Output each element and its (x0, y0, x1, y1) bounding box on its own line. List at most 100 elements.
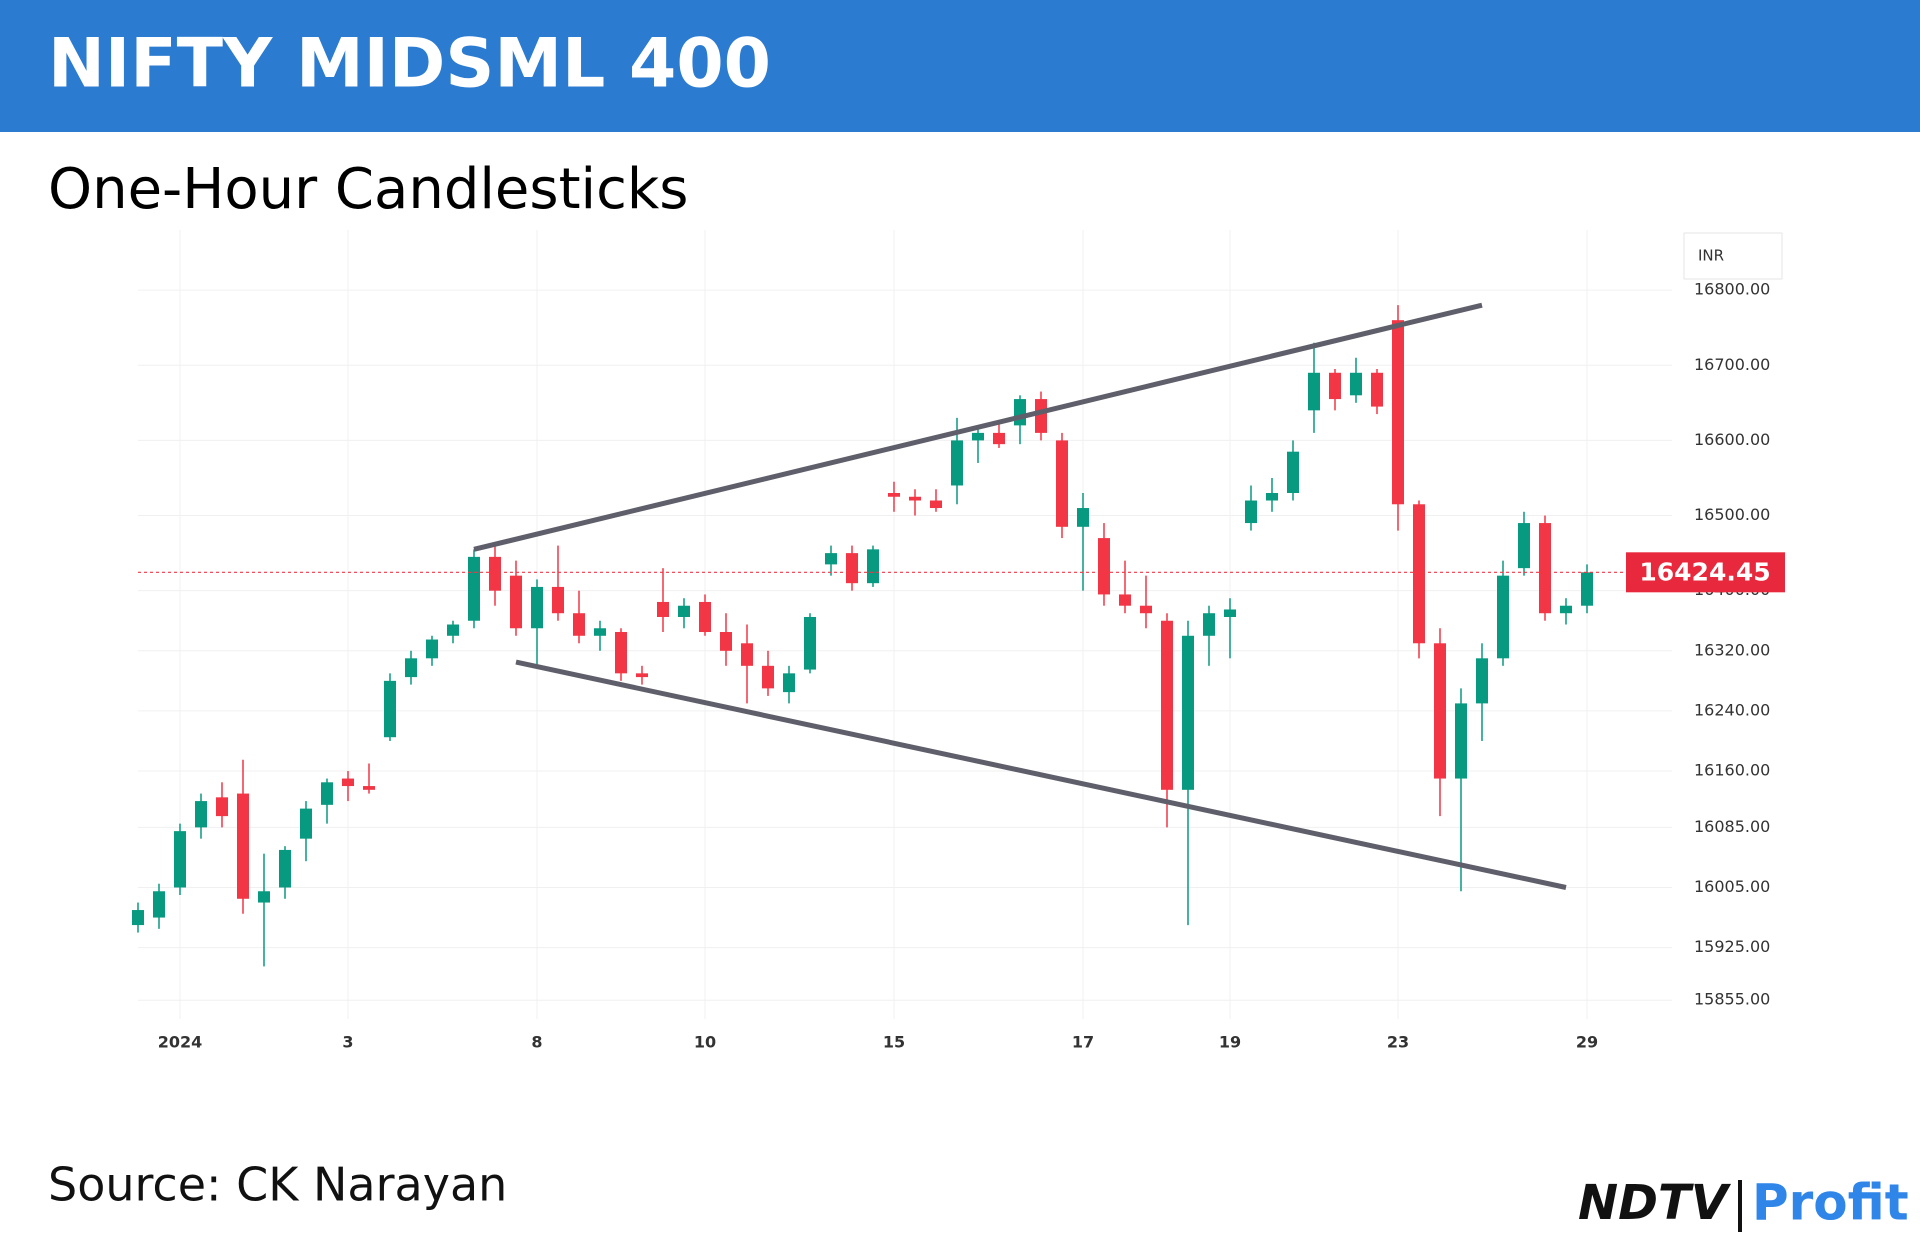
candle-body (132, 910, 144, 926)
last-price-label: 16424.45 (1639, 557, 1770, 586)
candle-body (762, 665, 774, 689)
candle-body (804, 616, 816, 670)
candle-body (300, 808, 312, 839)
y-tick-label: 16500.00 (1694, 505, 1770, 524)
y-tick-label: 15925.00 (1694, 937, 1770, 956)
candle-body (1140, 605, 1152, 614)
candle-body (741, 643, 753, 666)
chart-title: NIFTY MIDSML 400 (48, 25, 771, 104)
candle-body (1413, 504, 1425, 644)
candle-body (1224, 609, 1236, 617)
y-tick-label: 16085.00 (1694, 817, 1770, 836)
candle-body (1056, 440, 1068, 527)
y-tick-label: 16700.00 (1694, 355, 1770, 374)
y-tick-label: 16320.00 (1694, 640, 1770, 659)
candle-body (1035, 399, 1047, 433)
candle-body (699, 601, 711, 633)
candle-body (1098, 538, 1110, 595)
candle-body (174, 831, 186, 888)
candle-body (1014, 399, 1026, 426)
candle-body (1581, 572, 1593, 606)
candle-body (1266, 493, 1278, 501)
candle-body (426, 639, 438, 659)
candle-body (468, 556, 480, 621)
candle-body (1287, 451, 1299, 493)
x-tick-label: 2024 (158, 1033, 203, 1052)
candle-body (1203, 613, 1215, 636)
x-tick-label: 17 (1072, 1033, 1094, 1052)
candle-body (888, 493, 900, 497)
candle-body (405, 658, 417, 678)
candle-body (1245, 500, 1257, 524)
candle-body (594, 628, 606, 636)
x-tick-label: 15 (883, 1033, 905, 1052)
trendline (515, 659, 1567, 890)
candle-body (909, 496, 921, 501)
candle-body (615, 632, 627, 674)
candle-body (930, 500, 942, 509)
y-tick-label: 16600.00 (1694, 430, 1770, 449)
candle-body (195, 801, 207, 828)
candle-body (510, 575, 522, 629)
candle-body (1371, 372, 1383, 407)
candle-body (720, 632, 732, 651)
candle-body (1329, 372, 1341, 400)
candle-body (1161, 620, 1173, 790)
candle-body (1539, 523, 1551, 614)
candle-body (447, 624, 459, 636)
candle-body (216, 797, 228, 817)
logo-brand: NDTV (1578, 1175, 1732, 1231)
candle-body (1497, 575, 1509, 659)
candle-body (1350, 372, 1362, 396)
logo-product: Profit (1752, 1174, 1909, 1232)
y-tick-label: 16005.00 (1694, 877, 1770, 896)
x-tick-label: 29 (1576, 1033, 1598, 1052)
currency-box (1683, 232, 1783, 280)
candle-body (657, 601, 669, 617)
candle-body (279, 849, 291, 888)
candle-body (1308, 372, 1320, 411)
source-note: Source: CK Narayan (48, 1158, 507, 1212)
candle-body (321, 782, 333, 805)
candle-body (1392, 320, 1404, 505)
candle-body (489, 556, 501, 591)
candle-body (636, 673, 648, 678)
x-tick-label: 10 (694, 1033, 716, 1052)
x-tick-label: 23 (1387, 1033, 1409, 1052)
header-bar (0, 0, 1920, 132)
candle-body (678, 605, 690, 617)
candle-body (1455, 703, 1467, 779)
candle-body (237, 793, 249, 899)
candle-body (825, 553, 837, 565)
y-tick-label: 16240.00 (1694, 700, 1770, 719)
candle-body (384, 680, 396, 738)
currency-label: INR (1698, 247, 1724, 265)
candle-body (153, 891, 165, 918)
candle-body (783, 673, 795, 693)
candle-body (531, 586, 543, 629)
candle-body (1518, 523, 1530, 569)
logo-divider (1738, 1180, 1742, 1232)
last-price-box (1626, 552, 1785, 593)
candle-body (846, 553, 858, 584)
y-tick-label: 15855.00 (1694, 990, 1770, 1009)
candle-body (867, 549, 879, 584)
trendline (473, 302, 1483, 552)
y-tick-label: 16160.00 (1694, 761, 1770, 780)
candle-body (1560, 605, 1572, 614)
candle-body (1077, 508, 1089, 527)
candle-body (1434, 643, 1446, 779)
candle-body (258, 891, 270, 903)
candle-body (972, 432, 984, 441)
candle-body (1182, 635, 1194, 790)
candle-body (1476, 658, 1488, 704)
chart-subtitle: One-Hour Candlesticks (48, 157, 688, 222)
candle-body (342, 778, 354, 787)
candle-body (363, 786, 375, 790)
x-tick-label: 8 (531, 1033, 542, 1052)
candle-body (993, 432, 1005, 445)
candle-body (951, 440, 963, 486)
candle-body (1119, 594, 1131, 606)
y-tick-label: 16800.00 (1694, 280, 1770, 299)
candle-body (573, 613, 585, 636)
